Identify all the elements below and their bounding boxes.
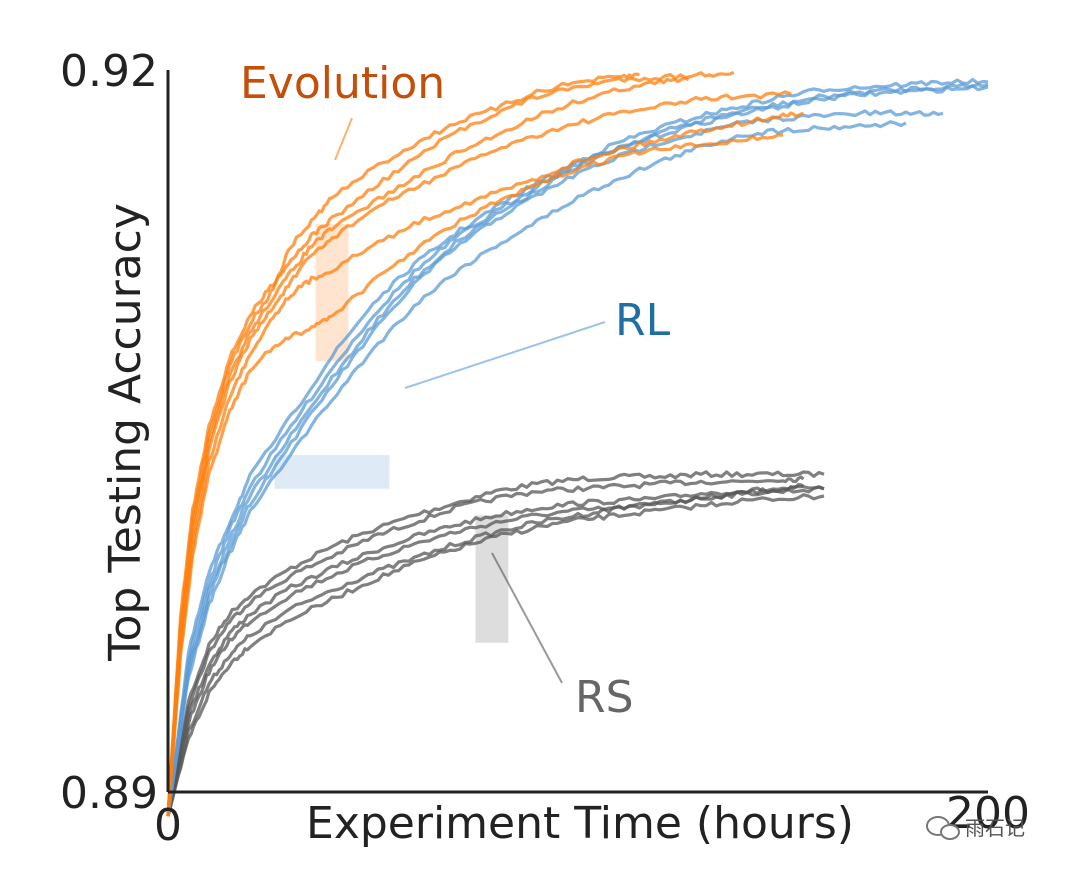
rs-series-line-5 [166,482,805,817]
evolution-annotation-label: Evolution [240,58,445,109]
rl-annotation-label: RL [615,295,671,346]
wechat-icon [926,816,960,840]
rl-highlight-band [274,455,390,489]
y-tick-label-bottom: 0.89 [60,768,158,819]
rs-series-line-6 [166,493,825,817]
watermark: 雨石记 [926,816,1025,840]
y-axis-label: Top Testing Accuracy [100,203,151,662]
x-tick-label-right: 200 [946,788,1030,839]
rs-leader-line [491,552,563,684]
evolution-series-line-6 [166,133,784,817]
rs-annotation-label: RS [575,672,634,723]
x-tick-label-left: 0 [154,800,182,851]
rl-series-line-5 [166,120,907,817]
rl-series-line-4 [166,109,944,817]
evolution-leader-line [334,117,353,161]
evolution-series-line-5 [166,111,804,817]
rs-series-line-3 [166,485,825,817]
series-lines [166,70,989,817]
evolution-series-line-2 [166,70,735,817]
watermark-text: 雨石记 [965,816,1025,840]
rs-series-line-2 [166,475,805,817]
evolution-series-line-3 [166,76,690,817]
rs-series-line-1 [166,470,825,817]
y-tick-label-top: 0.92 [60,46,158,97]
rl-series-line-3 [166,84,989,817]
x-axis-label: Experiment Time (hours) [306,798,854,849]
rl-leader-line [404,321,606,389]
evolution-series-line-4 [166,90,792,817]
annotation-leader-lines [334,117,606,684]
